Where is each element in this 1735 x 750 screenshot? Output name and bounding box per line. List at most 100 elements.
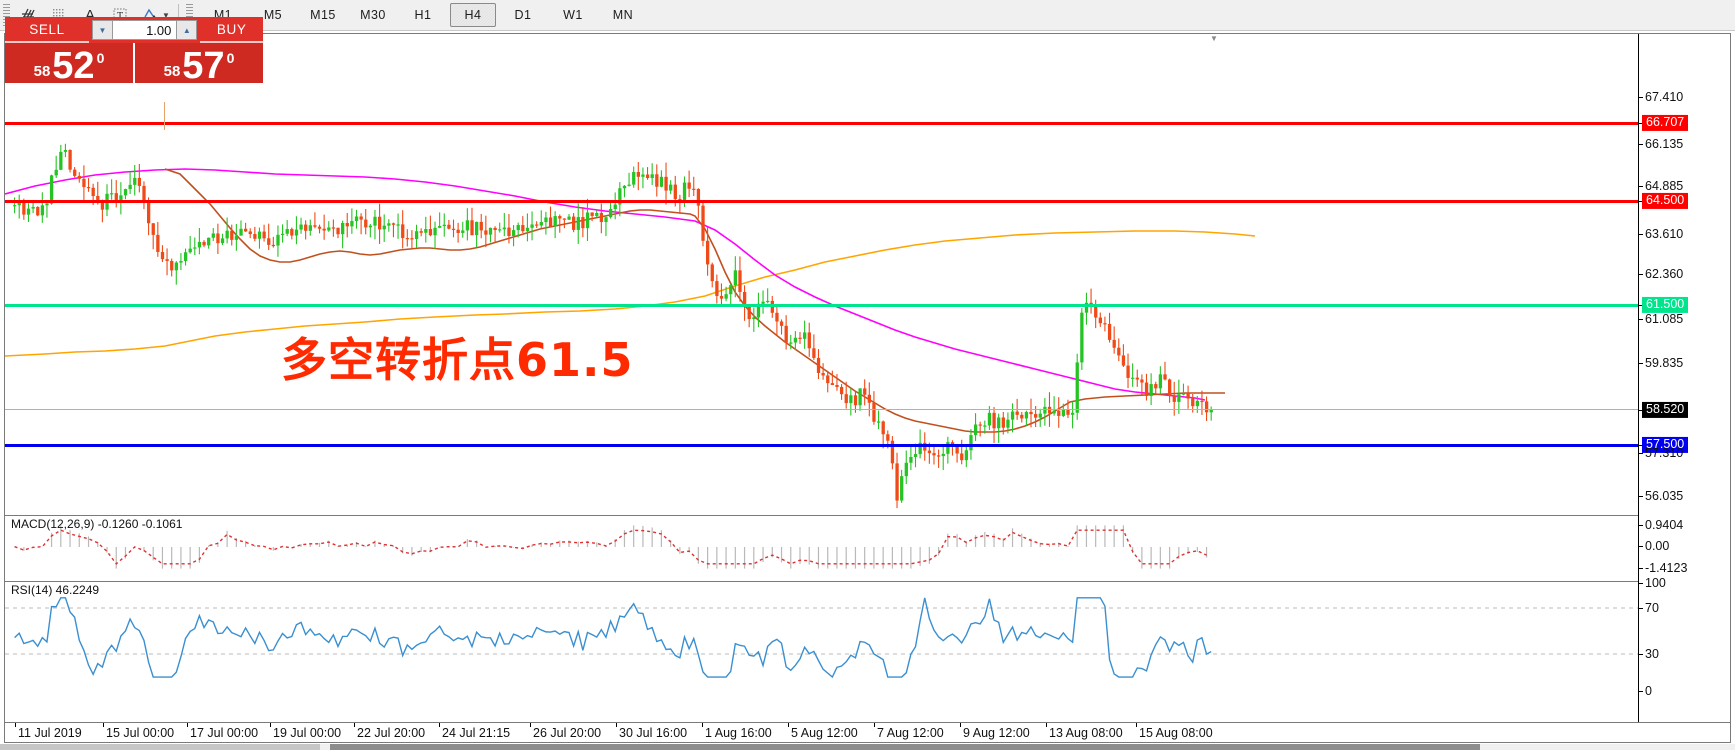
axis-tick [1639,453,1643,454]
axis-tick [1639,654,1643,655]
candle-body [1204,401,1209,413]
volume-decrease-button[interactable]: ▼ [92,20,113,40]
time-label: 9 Aug 12:00 [963,726,1030,740]
price-axis[interactable]: 67.410 66.707 66.135 64.885 64.500 63.610 62.3… [1638,34,1730,722]
chevron-down-icon[interactable]: ▼ [162,10,170,20]
timeframe-d1[interactable]: D1 [514,8,532,22]
sell-price-display[interactable]: 58 52 0 [5,43,133,83]
candle-body [516,225,520,231]
trade-panel-controls: SELL ▼ 1.00 ▲ BUY [5,17,263,43]
candle-body [220,238,225,244]
buy-price-display[interactable]: 58 57 0 [133,43,263,83]
axis-tick [1639,445,1643,446]
candle-body [1135,377,1139,380]
candle-body [1075,362,1079,413]
time-label: 30 Jul 16:00 [619,726,688,740]
axis-tick [1639,97,1643,98]
candle-body [507,227,511,237]
candle-body [290,229,294,236]
timeframe-grip[interactable] [185,4,193,26]
candle-body [1024,411,1029,419]
candle-body [1177,394,1181,402]
horizontal-scrollbar[interactable] [0,744,1735,750]
candle-body [156,234,160,252]
time-tick [702,723,703,727]
price-label-64885: 64.885 [1645,179,1684,193]
rsi-line [14,597,1212,679]
candle-body [1168,379,1172,396]
candle-body [123,189,128,196]
price-label-66135: 66.135 [1645,137,1684,151]
timeframe-m30[interactable]: M30 [360,8,386,22]
timeframe-h1[interactable]: H1 [414,8,432,22]
timeframe-h4[interactable]: H4 [449,3,496,27]
time-label: 17 Jul 00:00 [190,726,259,740]
timeframe-w1[interactable]: W1 [563,8,583,22]
macd-pane[interactable]: MACD(12,26,9) -0.1260 -0.1061 [5,515,1638,580]
buy-button[interactable]: BUY [200,17,263,43]
candle-body [872,402,876,422]
timeframe-m5[interactable]: M5 [263,8,282,22]
scrollbar-thumb-main[interactable] [330,744,1480,750]
candle-body [733,270,738,286]
candle-body [1043,406,1047,414]
axis-tick [1639,691,1643,692]
candle-body [470,220,474,236]
level-line-61500[interactable] [5,304,1638,307]
text-icon[interactable]: A [84,6,95,24]
candle-body [475,221,479,236]
price-label-58520[interactable]: 58.520 [1642,401,1689,419]
candle-body [816,357,821,373]
candle-body [613,204,617,209]
candle-body [1029,411,1033,415]
candle-body [789,342,793,344]
candle-body [798,337,802,339]
price-label-66707[interactable]: 66.707 [1642,114,1689,132]
candle-body [775,312,779,322]
time-axis[interactable]: 11 Jul 2019 15 Jul 00:00 17 Jul 00:00 19 Ju… [5,722,1730,742]
timeframe-mn[interactable]: MN [612,8,634,22]
one-click-trading-panel[interactable]: SELL ▼ 1.00 ▲ BUY 58 52 0 58 57 0 [5,17,263,83]
price-label-57500[interactable]: 57.500 [1642,436,1689,454]
candle-body [391,223,396,225]
timeframe-m15[interactable]: M15 [310,8,336,22]
candle-body [627,184,631,186]
candle-body [1038,413,1042,418]
candle-body [608,208,613,218]
indicator-scale-label: 70 [1645,601,1659,615]
candle-body [368,225,373,228]
chart-annotation-text[interactable]: 多空转折点61.5 [281,333,634,387]
candle-body [895,463,899,501]
candle-body [664,176,668,191]
candle-body [396,224,400,226]
axis-tick [1639,525,1643,526]
candle-body [202,241,206,246]
candle-body [622,185,627,189]
candle-body [248,231,252,235]
volume-input[interactable]: 1.00 [113,20,177,40]
candle-body [239,228,243,236]
candle-body [567,216,571,220]
price-pane[interactable]: 多空转折点61.5 [5,34,1638,515]
candle-body [807,332,811,349]
candle-body [645,174,650,178]
time-tick [530,723,531,727]
level-line-57500[interactable] [5,444,1638,447]
rsi-pane[interactable]: RSI(14) 46.2249 [5,581,1638,722]
toolbar-grip[interactable] [3,4,10,26]
candle-body [706,240,710,265]
level-line-66707[interactable] [5,122,1638,125]
candle-body [913,454,918,458]
buy-price-sup: 0 [226,50,235,66]
time-tick [788,723,789,727]
candle-body [964,450,969,461]
volume-increase-button[interactable]: ▲ [176,20,198,40]
sell-button[interactable]: SELL [5,17,89,43]
candle-body [1061,409,1066,416]
level-line-64500[interactable] [5,200,1638,203]
candle-body [170,260,174,271]
price-label-64500[interactable]: 64.500 [1642,192,1689,210]
scrollbar-thumb-left[interactable] [0,744,320,750]
price-label-61500[interactable]: 61.500 [1642,296,1689,314]
candle-body [114,193,118,201]
